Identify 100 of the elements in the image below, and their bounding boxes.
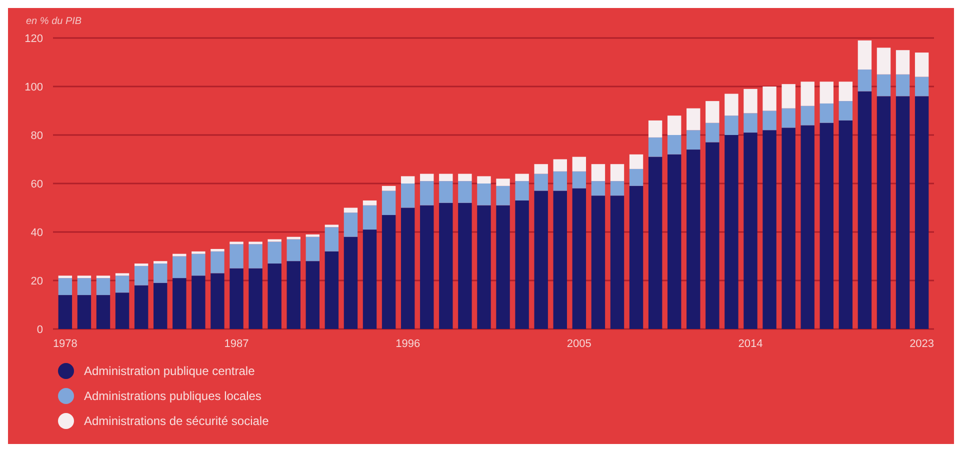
bar bbox=[115, 276, 130, 293]
bar bbox=[667, 116, 682, 135]
bar bbox=[306, 236, 320, 262]
bar bbox=[192, 254, 206, 276]
bar bbox=[876, 48, 891, 74]
bar bbox=[439, 202, 453, 329]
bar bbox=[154, 282, 168, 329]
bar bbox=[553, 171, 567, 191]
bar bbox=[782, 84, 796, 108]
bar bbox=[744, 132, 758, 329]
bar bbox=[77, 295, 92, 329]
bar bbox=[838, 120, 853, 329]
bar bbox=[534, 174, 548, 191]
legend-label: Administration publique centrale bbox=[84, 364, 256, 378]
bar bbox=[876, 96, 891, 329]
bar bbox=[858, 91, 872, 329]
y-tick-label: 80 bbox=[30, 130, 43, 142]
bar bbox=[420, 174, 434, 182]
bar bbox=[477, 176, 491, 184]
bar bbox=[896, 74, 910, 96]
bar bbox=[115, 292, 130, 329]
bar bbox=[572, 171, 586, 188]
bar bbox=[268, 264, 282, 329]
bar bbox=[610, 181, 624, 196]
y-tick-label: 120 bbox=[24, 32, 43, 45]
y-tick-label: 100 bbox=[24, 81, 43, 94]
bar bbox=[134, 266, 148, 286]
bar bbox=[268, 242, 282, 264]
bar bbox=[610, 196, 624, 329]
x-tick-label: 2023 bbox=[910, 338, 934, 350]
bar bbox=[458, 181, 472, 203]
bar bbox=[400, 208, 415, 329]
bar bbox=[344, 212, 358, 237]
bar bbox=[382, 190, 396, 216]
bar bbox=[362, 200, 377, 206]
bar bbox=[914, 52, 929, 77]
bar bbox=[515, 200, 529, 329]
bar bbox=[838, 101, 853, 120]
bar bbox=[553, 159, 567, 172]
bar bbox=[115, 273, 130, 276]
bar bbox=[400, 184, 415, 208]
bar bbox=[154, 264, 168, 283]
bar bbox=[362, 230, 377, 329]
bar bbox=[629, 186, 644, 329]
bar bbox=[324, 251, 339, 329]
bar bbox=[667, 135, 682, 154]
bar bbox=[858, 70, 872, 92]
bar bbox=[896, 50, 910, 74]
bar bbox=[744, 88, 758, 114]
bar bbox=[172, 278, 186, 329]
bar bbox=[800, 106, 814, 126]
bar bbox=[362, 205, 377, 230]
bar bbox=[58, 278, 72, 296]
bar bbox=[420, 205, 434, 329]
bar bbox=[724, 116, 738, 135]
bar bbox=[58, 276, 72, 278]
bar bbox=[534, 164, 548, 174]
bar bbox=[58, 295, 72, 329]
bar bbox=[477, 184, 491, 206]
bar bbox=[230, 268, 244, 329]
bar bbox=[706, 101, 720, 123]
bar bbox=[96, 278, 110, 296]
bar bbox=[686, 108, 700, 130]
bar bbox=[553, 190, 567, 329]
bar bbox=[458, 174, 472, 182]
bar bbox=[762, 86, 776, 111]
bar bbox=[324, 224, 339, 228]
bar bbox=[820, 82, 834, 104]
legend-label: Administrations publiques locales bbox=[84, 389, 262, 404]
bar bbox=[591, 164, 606, 182]
bar bbox=[572, 156, 586, 172]
bar bbox=[172, 256, 186, 278]
bar bbox=[648, 120, 662, 138]
bar bbox=[610, 164, 624, 182]
bar bbox=[820, 103, 834, 123]
bar bbox=[96, 295, 110, 329]
bar bbox=[77, 276, 92, 278]
bar bbox=[591, 196, 606, 329]
bar bbox=[706, 142, 720, 329]
bar bbox=[344, 236, 358, 329]
bar bbox=[496, 186, 510, 206]
bar bbox=[762, 130, 776, 329]
bar bbox=[192, 276, 206, 329]
y-axis-title: en % du PIB bbox=[26, 16, 82, 27]
bar bbox=[800, 82, 814, 106]
bar bbox=[914, 76, 929, 96]
bar bbox=[648, 137, 662, 157]
y-tick-label: 0 bbox=[36, 324, 43, 336]
bar bbox=[572, 188, 586, 329]
bar bbox=[248, 268, 262, 329]
bar bbox=[914, 96, 929, 329]
bar bbox=[876, 74, 891, 96]
bar bbox=[286, 261, 300, 329]
bar bbox=[800, 125, 814, 329]
bar bbox=[420, 181, 434, 206]
x-tick-label: 1978 bbox=[52, 338, 78, 350]
y-tick-label: 20 bbox=[30, 275, 43, 288]
bar bbox=[210, 273, 224, 329]
bar bbox=[838, 82, 853, 102]
bar bbox=[686, 150, 700, 329]
